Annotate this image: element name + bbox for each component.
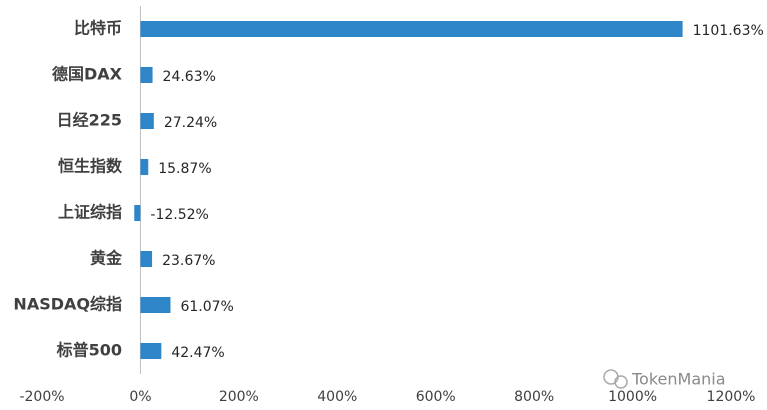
- category-label: 德国DAX: [52, 65, 123, 84]
- value-label: -12.52%: [150, 207, 208, 223]
- bar: [140, 343, 162, 359]
- bar: [140, 21, 683, 37]
- category-label: 上证综指: [58, 203, 122, 222]
- watermark-text: TokenMania: [631, 370, 726, 389]
- x-tick-label: -200%: [19, 389, 64, 405]
- category-label: NASDAQ综指: [13, 295, 122, 314]
- watermark-icon: [603, 369, 619, 385]
- bar: [140, 297, 171, 313]
- category-label: 恒生指数: [58, 157, 123, 176]
- bar: [134, 205, 141, 221]
- category-label: 黄金: [90, 249, 123, 268]
- category-label: 日经225: [57, 111, 122, 130]
- value-label: 1101.63%: [693, 23, 764, 39]
- value-label: 42.47%: [171, 345, 224, 361]
- watermark-icon: [614, 375, 628, 389]
- value-label: 27.24%: [164, 115, 217, 131]
- x-tick-label: 1000%: [608, 389, 657, 405]
- bar: [140, 159, 149, 175]
- bar: [140, 251, 153, 267]
- category-label: 比特币: [74, 19, 122, 38]
- x-tick-label: 800%: [514, 389, 554, 405]
- value-label: 24.63%: [163, 69, 216, 85]
- value-label: 15.87%: [158, 161, 211, 177]
- x-tick-label: 200%: [219, 389, 259, 405]
- bar: [140, 67, 153, 83]
- watermark: TokenMania: [603, 369, 726, 389]
- x-tick-label: 400%: [317, 389, 357, 405]
- value-label: 61.07%: [180, 299, 233, 315]
- x-tick-label: 1200%: [707, 389, 756, 405]
- x-tick-label: 600%: [416, 389, 456, 405]
- value-label: 23.67%: [162, 253, 215, 269]
- bar: [140, 113, 154, 129]
- category-label: 标普500: [56, 341, 122, 360]
- x-tick-label: 0%: [129, 389, 151, 405]
